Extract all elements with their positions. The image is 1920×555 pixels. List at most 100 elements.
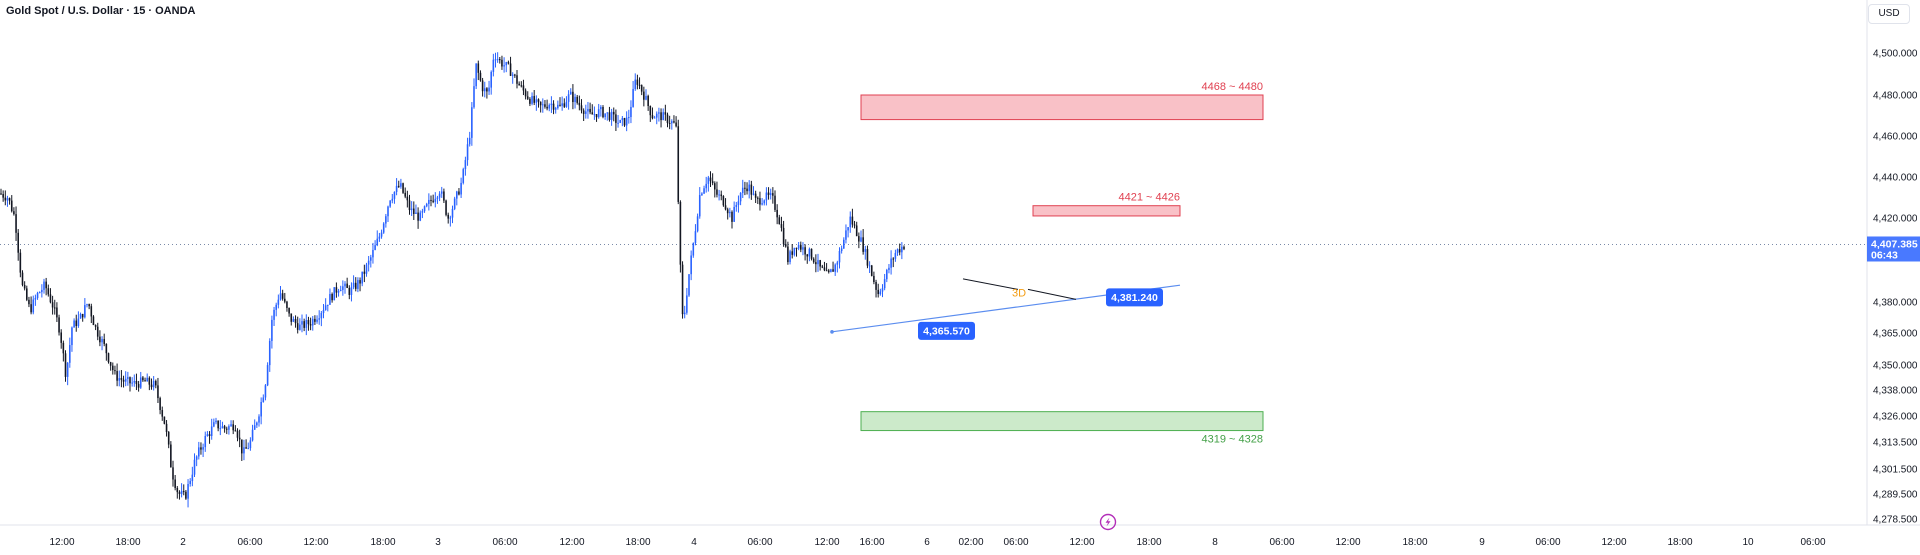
time-tick-label: 12:00 [1069,537,1094,548]
time-axis[interactable]: 12:00 18:00 2 06:00 12:00 18:00 3 06:00 12:00 18:… [49,537,1825,548]
candle-body [645,95,647,100]
candle-body [288,307,290,314]
candle-body [694,231,697,243]
swing-price-badge[interactable] [1106,288,1163,307]
candle-body [49,294,52,303]
candle-body [505,62,508,66]
candle-body [791,251,793,255]
resistance-zone[interactable] [860,94,1264,121]
candle-body [103,339,105,344]
time-tick-label: 06:00 [747,537,772,548]
candle-body [219,428,222,430]
price-tick-label: 4,350.000 [1873,361,1918,372]
candle-body [724,205,727,210]
candle-body [187,483,189,499]
candle-body [789,251,791,263]
candle-body [468,137,471,145]
time-tick-label: 06:00 [492,537,517,548]
candle-body [473,86,475,108]
candle-body [524,90,527,97]
candle-body [720,194,723,197]
candle-body [367,260,370,265]
candle-body [449,217,452,219]
candle-body [415,212,417,214]
candle-body [621,118,624,121]
candle-body [858,236,860,242]
current-price-badge [1867,236,1920,262]
candle-body [397,185,400,187]
candle-body [236,430,239,438]
price-tick-label: 4,365.000 [1873,329,1918,340]
candle-body [522,85,525,91]
lightning-icon[interactable] [1099,513,1117,531]
candle-body [135,380,138,385]
candle-body [400,183,402,187]
candle-body [890,258,892,268]
candle-body [875,282,877,290]
candle-body [2,194,4,198]
candle-body [819,260,821,267]
candle-body [96,326,99,337]
candle-body [423,206,426,212]
candle-body [447,214,449,219]
candle-body [361,271,363,284]
candle-body [182,491,185,493]
low-price-badge[interactable] [918,321,975,340]
price-tick-label: 4,289.500 [1873,490,1918,501]
time-tick-label: 8 [1212,537,1218,548]
candle-body [281,293,284,299]
candle-body [86,304,88,306]
candle-body [548,105,551,109]
price-axis[interactable]: 4,500.000 4,480.000 4,460.000 4,440.000 4,42… [1873,49,1918,526]
candle-body [60,332,62,343]
candle-body [516,75,518,84]
candle-body [883,279,886,289]
candle-body [554,108,557,110]
duration-label: 3D [1012,288,1026,300]
candle-body [804,247,806,255]
swing-price-badge-text: 4,381.240 [1111,292,1158,304]
candle-body [395,185,398,192]
candle-body [520,85,523,87]
support-zone[interactable] [860,411,1264,432]
candle-body [800,245,802,250]
candle-body [731,211,733,222]
candle-body [139,377,142,388]
candle-body [569,91,572,95]
candle-body [178,492,181,494]
candle-body [849,216,852,228]
candle-body [155,381,157,386]
candle-body [79,313,82,319]
candle-body [299,324,301,330]
time-tick-label: 12:00 [814,537,839,548]
candle-body [557,104,559,109]
candle-body [41,289,43,293]
candle-body [191,474,194,482]
candle-body [363,271,366,274]
candle-body [344,283,346,287]
time-tick-label: 12:00 [49,537,74,548]
candle-body [623,118,626,126]
candle-body [230,424,232,427]
candle-body [413,208,415,214]
candle-body [763,200,766,204]
candle-body [514,74,516,76]
candle-body [879,291,882,295]
candle-body [327,304,329,306]
candle-body [144,380,146,382]
time-tick-label: 18:00 [370,537,395,548]
time-tick-label: 02:00 [958,537,983,548]
candle-body [62,342,65,354]
candle-body [464,160,467,170]
resistance-zone[interactable] [1032,205,1181,217]
candle-body [666,114,669,123]
time-tick-label: 06:00 [237,537,262,548]
candle-body [30,304,32,313]
candle-body [651,115,654,119]
candle-body [217,420,219,429]
candle-body [729,211,731,214]
candle-body [507,62,510,64]
currency-button[interactable]: USD [1868,4,1910,24]
candle-body [331,294,333,301]
